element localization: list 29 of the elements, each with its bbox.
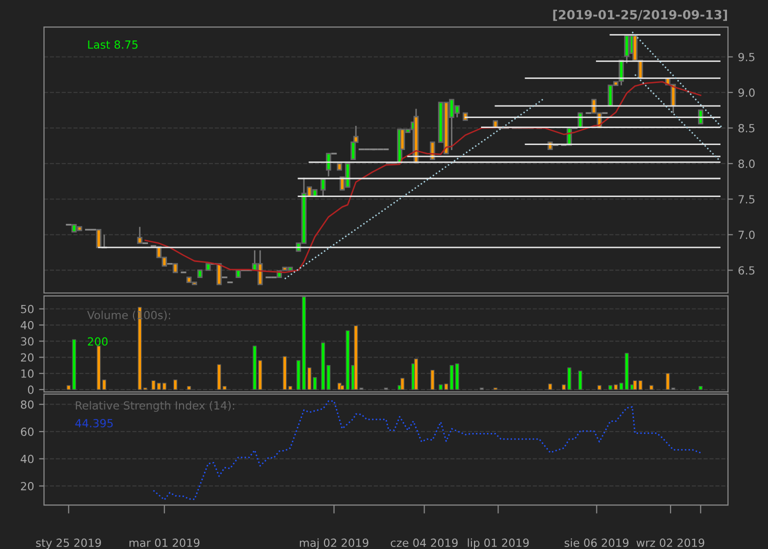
y-tick-label: 7.0 [738,230,755,240]
x-tick-label: maj 02 2019 [300,538,368,549]
y-tick-label: 80 [20,400,34,409]
y-tick-label: 50 [21,304,34,314]
y-tick-label: 7.5 [738,195,754,204]
y-tick-label: 8.0 [738,160,755,168]
y-tick-label: 9.0 [738,88,755,97]
y-tick-label: 40 [20,454,34,464]
annotation: 44.395 [75,418,113,428]
y-tick-label: 0 [28,386,34,394]
x-tick-label: cze 04 2019 [390,538,458,547]
y-tick-label: 60 [20,428,34,436]
y-tick-label: 9.5 [738,52,754,62]
x-tick-label: sie 06 2019 [564,538,628,547]
y-tick-label: 40 [20,320,34,330]
y-tick-label: 20 [20,353,34,362]
annotation: Relative Strength Index (14): [76,401,234,412]
x-tick-label: mar 01 2019 [130,538,200,547]
chart-subtitle: [2019-01-25/2019-09-13] [553,10,727,21]
annotation: 200 [88,337,108,346]
y-tick-label: 30 [20,337,34,346]
x-tick-label: sty 25 2019 [36,538,101,549]
y-tick-label: 8.5 [738,124,754,132]
y-tick-label: 6.5 [738,266,754,275]
y-tick-label: 20 [20,482,34,490]
x-tick-label: lip 01 2019 [468,538,529,549]
y-tick-label: 10 [21,369,34,378]
x-tick-label: wrz 02 2019 [636,538,704,547]
annotation: Last 8.75 [88,40,138,49]
